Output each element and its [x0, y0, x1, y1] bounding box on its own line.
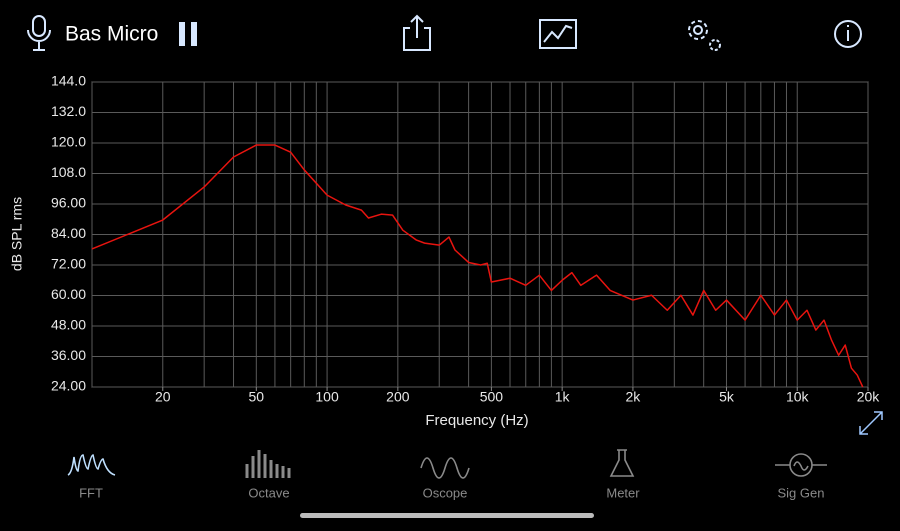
- tab-label[interactable]: Oscope: [423, 485, 468, 500]
- tab-label[interactable]: Octave: [248, 485, 289, 500]
- y-tick-label: 84.00: [51, 225, 86, 241]
- y-tick-label: 72.00: [51, 256, 86, 272]
- y-tick-label: 132.0: [51, 103, 86, 119]
- x-tick-label: 200: [386, 389, 410, 405]
- tab-label[interactable]: Meter: [606, 485, 640, 500]
- pause-button[interactable]: [179, 22, 197, 46]
- y-tick-label: 96.00: [51, 195, 86, 211]
- y-tick-label: 24.00: [51, 378, 86, 394]
- y-axis-label: dB SPL rms: [9, 197, 25, 271]
- settings-button[interactable]: [688, 20, 721, 51]
- tab-label[interactable]: Sig Gen: [778, 485, 825, 500]
- tab-label[interactable]: FFT: [79, 485, 103, 500]
- device-name[interactable]: Bas Micro: [65, 23, 158, 46]
- x-tick-label: 10k: [786, 389, 810, 405]
- x-tick-label: 20: [155, 389, 171, 405]
- graph-button[interactable]: [539, 19, 577, 49]
- y-tick-label: 144.0: [51, 73, 86, 89]
- tab-icons: [67, 449, 827, 479]
- share-button[interactable]: [403, 14, 431, 51]
- x-tick-label: 2k: [626, 389, 642, 405]
- y-tick-label: 60.00: [51, 286, 86, 302]
- y-tick-label: 120.0: [51, 134, 86, 150]
- x-tick-label: 5k: [719, 389, 735, 405]
- y-tick-label: 48.00: [51, 317, 86, 333]
- spectrum-line: [91, 144, 864, 388]
- x-tick-label: 500: [480, 389, 504, 405]
- home-indicator: [300, 513, 594, 518]
- mic-icon[interactable]: [27, 15, 51, 51]
- expand-button[interactable]: [859, 411, 883, 435]
- x-tick-label: 20k: [857, 389, 881, 405]
- x-tick-label: 1k: [555, 389, 571, 405]
- x-tick-label: 50: [249, 389, 265, 405]
- info-button[interactable]: [834, 20, 862, 48]
- y-tick-label: 108.0: [51, 164, 86, 180]
- x-tick-label: 100: [315, 389, 339, 405]
- y-tick-label: 36.00: [51, 347, 86, 363]
- x-axis-label: Frequency (Hz): [425, 412, 528, 429]
